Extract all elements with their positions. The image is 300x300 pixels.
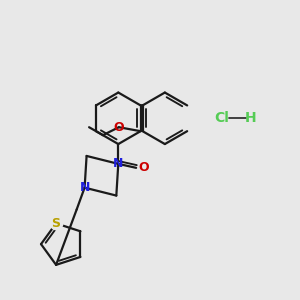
Text: H: H: [245, 111, 257, 125]
Text: N: N: [113, 158, 124, 170]
Text: N: N: [80, 181, 90, 194]
Text: Cl: Cl: [214, 111, 229, 125]
Text: O: O: [138, 161, 149, 174]
Text: S: S: [52, 217, 61, 230]
Text: O: O: [113, 121, 124, 134]
